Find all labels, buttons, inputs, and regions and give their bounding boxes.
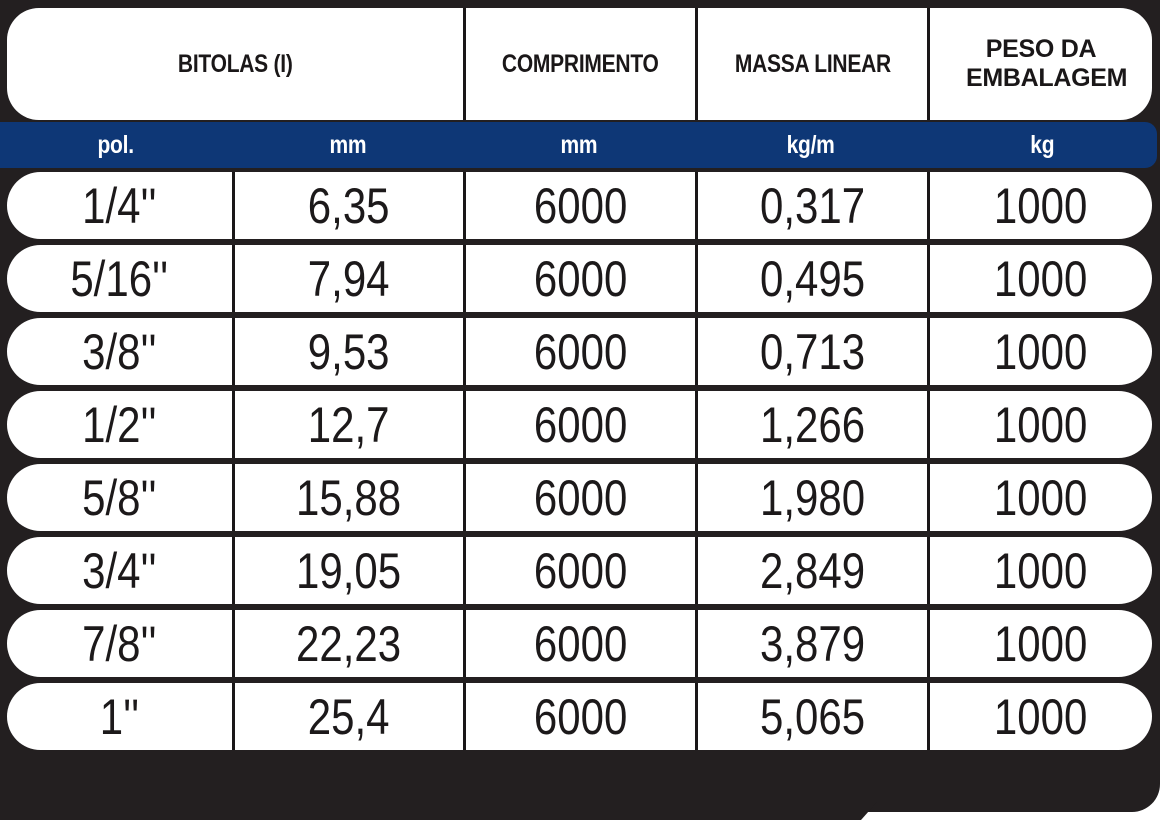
cell-peso: 1000: [927, 464, 1152, 531]
cell-pol: 1/2'': [82, 396, 157, 453]
cell-comprimento: 6000: [463, 391, 695, 458]
units-bar: pol. mm mm kg/m kg: [0, 122, 1157, 168]
cell-mm: 9,53: [232, 318, 463, 385]
cell-peso: 1000: [927, 245, 1152, 312]
cell-pol: 1/4'': [82, 177, 157, 234]
table-row: 1/4'' 6,35 6000 0,317 1000: [7, 172, 1152, 239]
cell-peso: 1000: [927, 683, 1152, 750]
cell-mm: 6,35: [232, 172, 463, 239]
table-row: 5/16'' 7,94 6000 0,495 1000: [7, 245, 1152, 312]
header-comprimento: COMPRIMENTO: [463, 8, 695, 120]
cell-peso: 1000: [927, 172, 1152, 239]
cell-peso: 1000: [927, 537, 1152, 604]
table-row: 7/8'' 22,23 6000 3,879 1000: [7, 610, 1152, 677]
cell-mm: 12,7: [232, 391, 463, 458]
cell-pol: 1'': [99, 688, 140, 745]
dark-background-notch: [0, 802, 877, 820]
cell-pol: 5/8'': [82, 469, 157, 526]
header-peso-embalagem: PESO DA EMBALAGEM: [927, 8, 1152, 120]
cell-massa-linear: 1,980: [695, 464, 927, 531]
cell-peso: 1000: [927, 318, 1152, 385]
cell-pol: 3/4'': [82, 542, 157, 599]
cell-mm: 25,4: [232, 683, 463, 750]
cell-mm: 15,88: [232, 464, 463, 531]
cell-pol: 5/16'': [70, 250, 169, 307]
cell-mm: 7,94: [232, 245, 463, 312]
unit-kg-m: kg/m: [786, 130, 836, 159]
unit-pol: pol.: [97, 130, 135, 159]
unit-kg: kg: [1029, 130, 1054, 159]
table-row: 1'' 25,4 6000 5,065 1000: [7, 683, 1152, 750]
cell-comprimento: 6000: [463, 537, 695, 604]
cell-massa-linear: 3,879: [695, 610, 927, 677]
cell-comprimento: 6000: [463, 245, 695, 312]
cell-comprimento: 6000: [463, 172, 695, 239]
cell-comprimento: 6000: [463, 683, 695, 750]
cell-peso: 1000: [927, 391, 1152, 458]
cell-massa-linear: 0,713: [695, 318, 927, 385]
cell-massa-linear: 0,317: [695, 172, 927, 239]
table-row: 3/8'' 9,53 6000 0,713 1000: [7, 318, 1152, 385]
cell-pol: 3/8'': [82, 323, 157, 380]
table-row: 3/4'' 19,05 6000 2,849 1000: [7, 537, 1152, 604]
cell-peso: 1000: [927, 610, 1152, 677]
table-header-row: BITOLAS (I) COMPRIMENTO MASSA LINEAR PES…: [7, 8, 1152, 120]
cell-mm: 22,23: [232, 610, 463, 677]
table-row: 5/8'' 15,88 6000 1,980 1000: [7, 464, 1152, 531]
cell-pol: 7/8'': [82, 615, 157, 672]
header-bitolas: BITOLAS (I): [177, 49, 293, 78]
cell-mm: 19,05: [232, 537, 463, 604]
cell-massa-linear: 0,495: [695, 245, 927, 312]
header-massa-linear: MASSA LINEAR: [695, 8, 927, 120]
cell-comprimento: 6000: [463, 318, 695, 385]
cell-comprimento: 6000: [463, 464, 695, 531]
cell-massa-linear: 5,065: [695, 683, 927, 750]
cell-massa-linear: 2,849: [695, 537, 927, 604]
cell-comprimento: 6000: [463, 610, 695, 677]
unit-mm-bitola: mm: [329, 130, 366, 159]
cell-massa-linear: 1,266: [695, 391, 927, 458]
unit-mm-comprimento: mm: [560, 130, 598, 159]
table-row: 1/2'' 12,7 6000 1,266 1000: [7, 391, 1152, 458]
